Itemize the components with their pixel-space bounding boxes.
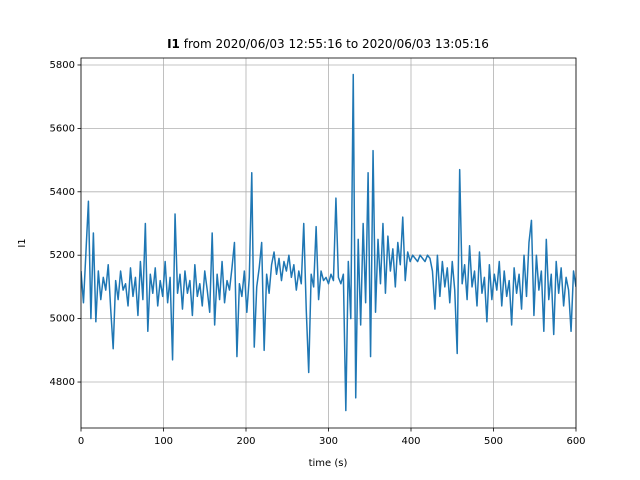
x-tick-label: 100 xyxy=(154,436,173,447)
chart-title: I1 from 2020/06/03 12:55:16 to 2020/06/0… xyxy=(167,37,489,51)
y-tick-label: 5200 xyxy=(50,250,75,261)
plot: 0 100 200 300 400 500 600 4800 5000 5200 5400 5600 5… xyxy=(50,58,586,447)
x-axis-label: time (s) xyxy=(309,458,348,469)
y-tick-label: 5000 xyxy=(50,314,75,325)
title-variable: I1 xyxy=(167,37,180,51)
x-tick-label: 0 xyxy=(78,436,84,447)
y-tick-label: 5400 xyxy=(50,187,75,198)
x-tick-label: 400 xyxy=(401,436,420,447)
y-tick-label: 5600 xyxy=(50,123,75,134)
y-tick-label: 5800 xyxy=(50,60,75,71)
x-tick-label: 200 xyxy=(236,436,255,447)
data-line xyxy=(81,73,576,412)
x-tick-label: 300 xyxy=(319,436,338,447)
y-axis-label: I1 xyxy=(17,238,28,247)
title-text: from 2020/06/03 12:55:16 to 2020/06/03 1… xyxy=(184,37,489,51)
y-tick-label: 4800 xyxy=(50,377,75,388)
x-tick-label: 500 xyxy=(484,436,503,447)
x-tick-label: 600 xyxy=(566,436,585,447)
plot-frame xyxy=(80,57,577,429)
